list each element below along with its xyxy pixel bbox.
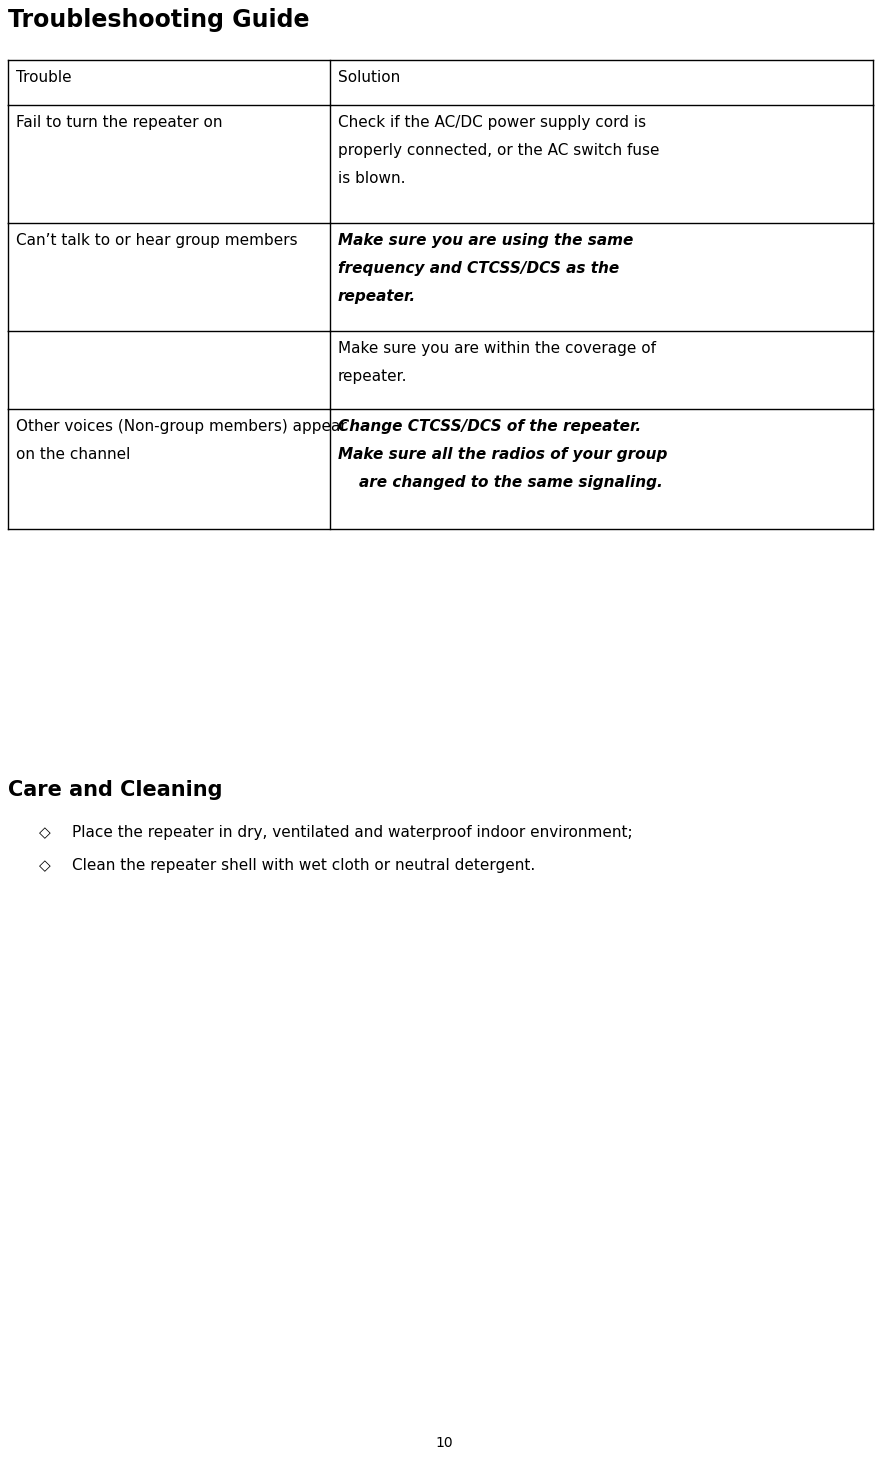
Text: ◇: ◇ xyxy=(39,858,51,873)
Text: Make sure you are within the coverage of: Make sure you are within the coverage of xyxy=(338,340,656,357)
Text: Place the repeater in dry, ventilated and waterproof indoor environment;: Place the repeater in dry, ventilated an… xyxy=(72,825,633,840)
Text: Fail to turn the repeater on: Fail to turn the repeater on xyxy=(16,115,222,130)
Text: Make sure you are using the same: Make sure you are using the same xyxy=(338,233,633,248)
Text: repeater.: repeater. xyxy=(338,289,416,304)
Text: Make sure all the radios of your group: Make sure all the radios of your group xyxy=(338,447,668,461)
Text: Trouble: Trouble xyxy=(16,69,72,85)
Text: 10: 10 xyxy=(436,1436,453,1450)
Text: Change CTCSS/DCS of the repeater.: Change CTCSS/DCS of the repeater. xyxy=(338,419,641,433)
Text: Troubleshooting Guide: Troubleshooting Guide xyxy=(8,7,309,32)
Text: properly connected, or the AC switch fuse: properly connected, or the AC switch fus… xyxy=(338,143,660,158)
Text: on the channel: on the channel xyxy=(16,447,131,461)
Text: is blown.: is blown. xyxy=(338,171,405,186)
Text: Care and Cleaning: Care and Cleaning xyxy=(8,780,222,800)
Text: Clean the repeater shell with wet cloth or neutral detergent.: Clean the repeater shell with wet cloth … xyxy=(72,858,535,873)
Text: Can’t talk to or hear group members: Can’t talk to or hear group members xyxy=(16,233,298,248)
Text: frequency and CTCSS/DCS as the: frequency and CTCSS/DCS as the xyxy=(338,261,620,276)
Text: repeater.: repeater. xyxy=(338,368,407,385)
Text: are changed to the same signaling.: are changed to the same signaling. xyxy=(338,475,663,489)
Text: ◇: ◇ xyxy=(39,825,51,840)
Text: Solution: Solution xyxy=(338,69,400,85)
Text: Other voices (Non-group members) appear: Other voices (Non-group members) appear xyxy=(16,419,347,433)
Text: Check if the AC/DC power supply cord is: Check if the AC/DC power supply cord is xyxy=(338,115,646,130)
